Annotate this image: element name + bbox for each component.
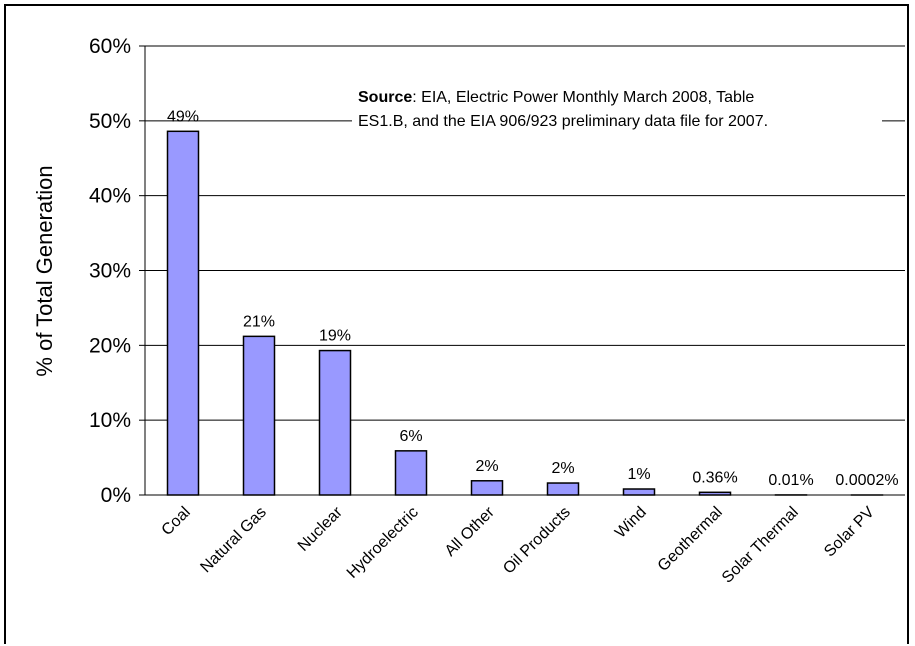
bar-coal	[166, 130, 200, 496]
bar-oil-products	[546, 482, 580, 496]
source-line-1: Source: EIA, Electric Power Monthly Marc…	[358, 89, 754, 106]
y-tick-label: 60%	[89, 35, 131, 58]
y-tick-label: 20%	[89, 334, 131, 357]
y-tick-label: 40%	[89, 185, 131, 208]
source-line-2: ES1.B, and the EIA 906/923 preliminary d…	[358, 113, 768, 130]
x-category-label: Natural Gas	[197, 504, 269, 576]
x-category-label: Solar PV	[821, 504, 878, 561]
bar-all-other	[470, 480, 504, 496]
x-category-label: Coal	[159, 504, 194, 539]
x-category-label: Solar Thermal	[719, 504, 802, 587]
source-bold: Source	[358, 89, 412, 106]
data-label: 2%	[475, 458, 498, 475]
y-axis-label: % of Total Generation	[32, 165, 57, 376]
bar-wind	[622, 488, 656, 496]
x-category-label: Hydroelectric	[344, 504, 422, 582]
y-tick-label: 50%	[89, 110, 131, 133]
x-category-label: Nuclear	[295, 503, 346, 554]
source-note-background	[352, 82, 882, 138]
data-labels-group: 49% 21% 19% 6% 2% 2% 1% 0.36% 0.01% 0.0002%	[167, 108, 899, 489]
x-category-label: All Other	[442, 503, 499, 560]
data-label: 0.01%	[768, 472, 813, 489]
bar-natural-gas	[242, 335, 276, 496]
y-tick-label: 0%	[101, 484, 131, 507]
y-tick-label: 10%	[89, 409, 131, 432]
data-label: 49%	[167, 108, 199, 125]
data-label: 6%	[399, 428, 422, 445]
data-label: 19%	[319, 328, 351, 345]
x-category-label: Geothermal	[655, 504, 726, 575]
data-label: 1%	[627, 466, 650, 483]
source-text-1: : EIA, Electric Power Monthly March 2008…	[412, 89, 754, 106]
data-label: 21%	[243, 313, 275, 330]
bar-hydroelectric	[394, 450, 428, 496]
y-tick-label: 30%	[89, 260, 131, 283]
data-label: 2%	[551, 460, 574, 477]
x-category-label: Wind	[612, 504, 650, 542]
y-ticks-group: 0% 10% 20% 30% 40% 50% 60%	[89, 35, 905, 507]
data-label: 0.36%	[692, 469, 737, 486]
data-label: 0.0002%	[835, 472, 898, 489]
bar-nuclear	[318, 349, 352, 496]
x-category-label: Oil Products	[500, 504, 574, 578]
source-note: Source: EIA, Electric Power Monthly Marc…	[352, 82, 882, 138]
